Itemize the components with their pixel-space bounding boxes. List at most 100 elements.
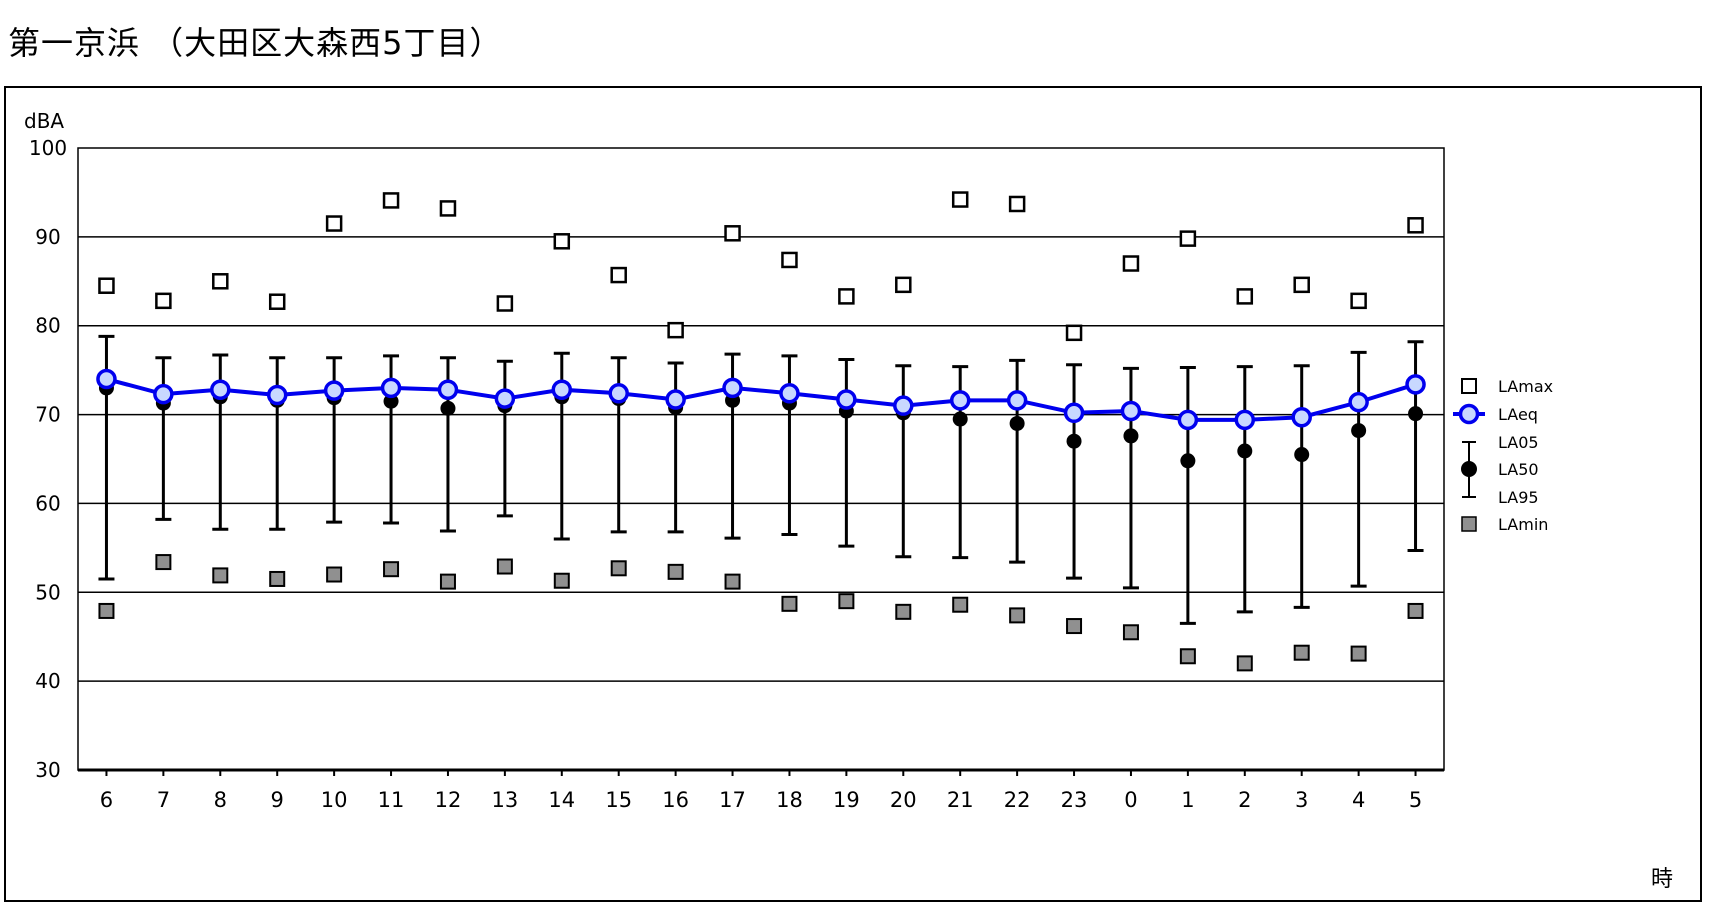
lamin-point <box>610 560 627 577</box>
lamax-point <box>268 293 286 310</box>
x-tick-label: 12 <box>435 788 462 812</box>
legend-label-la50: LA50 <box>1498 460 1539 479</box>
x-tick-label: 9 <box>271 788 284 812</box>
laeq-point <box>1234 409 1256 431</box>
laeq-point <box>1177 409 1199 431</box>
lamax-point <box>1065 324 1083 342</box>
x-axis-label: 時 <box>1651 867 1673 892</box>
y-axis-label: dBA <box>24 109 64 133</box>
lamax-point <box>1179 230 1197 247</box>
la50-point <box>1180 453 1196 469</box>
x-tick-label: 17 <box>719 788 746 812</box>
lamin-point <box>1009 607 1026 624</box>
legend: LAmax LAeq LA05 LA50 LA95 LAmin <box>1453 377 1553 534</box>
lamin-point <box>269 570 286 587</box>
lamin-point <box>98 602 115 619</box>
lamax-point <box>496 295 514 312</box>
x-tick-label: 1 <box>1181 788 1194 812</box>
lamin-point <box>1179 648 1196 665</box>
lamax-point <box>951 191 969 208</box>
lamin-point <box>1122 624 1139 641</box>
laeq-point <box>1063 402 1085 424</box>
y-tick-label: 70 <box>35 403 60 427</box>
lamax-point <box>724 225 741 242</box>
x-tick-label: 19 <box>833 788 860 812</box>
x-tick-label: 4 <box>1352 788 1365 812</box>
lamax-point <box>212 273 229 290</box>
lamax-point <box>382 192 400 209</box>
la50-point <box>1294 447 1310 463</box>
lamin-point <box>1293 644 1310 661</box>
laeq-point <box>608 382 629 404</box>
page-title: 第一京浜 （大田区大森西5丁目） <box>8 24 503 62</box>
y-tick-label: 50 <box>35 580 60 604</box>
lamax-point <box>439 200 457 217</box>
legend-label-lamax: LAmax <box>1498 377 1553 396</box>
la50-point <box>1408 406 1424 422</box>
lamax-point <box>325 215 343 232</box>
legend-label-la05: LA05 <box>1498 433 1539 452</box>
x-tick-label: 23 <box>1061 788 1088 812</box>
x-tick-label: 6 <box>100 788 113 812</box>
lamin-point <box>724 573 741 590</box>
lamin-point <box>1066 618 1083 635</box>
x-tick-label: 22 <box>1004 788 1031 812</box>
laeq-point <box>266 384 288 406</box>
legend-lamax-symbol <box>1461 378 1477 394</box>
y-tick-label: 60 <box>35 491 60 515</box>
lamin-point <box>781 595 798 612</box>
lamax-point <box>610 266 627 284</box>
x-tick-label: 10 <box>321 788 348 812</box>
la50-point <box>1351 423 1367 439</box>
legend-label-la95: LA95 <box>1498 488 1539 507</box>
lamax-point <box>667 321 684 339</box>
laeq-point <box>323 380 345 401</box>
laeq-point <box>1120 400 1142 422</box>
laeq-point <box>836 389 857 410</box>
laeq-point <box>1291 406 1312 428</box>
x-tick-label: 14 <box>548 788 575 812</box>
x-tick-label: 18 <box>776 788 803 812</box>
y-tick-label: 100 <box>29 136 67 160</box>
lamax-point <box>1407 217 1424 234</box>
lamin-point <box>952 596 969 613</box>
legend-lamin-symbol <box>1461 516 1477 532</box>
laeq-point <box>1348 391 1369 413</box>
lamin-point <box>895 603 912 620</box>
lamin-point <box>439 573 456 590</box>
la50-point <box>440 400 456 416</box>
legend-laeq-symbol <box>1458 403 1480 425</box>
x-tick-label: 0 <box>1124 788 1137 812</box>
laeq-line <box>105 377 1417 422</box>
lamax-point <box>98 277 115 294</box>
plot-border <box>77 147 1445 771</box>
lamax-point <box>781 251 798 269</box>
lamin-point <box>212 567 229 584</box>
lamax-point <box>895 276 912 294</box>
laeq-point <box>949 390 971 411</box>
x-tick-label: 7 <box>157 788 170 812</box>
legend-label-laeq: LAeq <box>1498 405 1538 424</box>
x-tick-label: 16 <box>662 788 689 812</box>
laeq-point <box>779 382 800 404</box>
x-tick-label: 11 <box>378 788 405 812</box>
legend-la50-symbol <box>1461 461 1477 477</box>
x-tick-label: 8 <box>214 788 227 812</box>
lamin-point <box>155 554 172 571</box>
y-tick-label: 90 <box>35 225 60 249</box>
chart-frame: dBA 時 30 40 50 60 70 80 90 100 6 7 8 9 10 11 12 13 14 15 1… <box>4 86 1702 902</box>
x-tick-label: 5 <box>1409 788 1422 812</box>
lamin-point <box>383 561 400 578</box>
laeq-point <box>1405 374 1426 395</box>
y-tick-label: 40 <box>35 669 60 693</box>
x-tick-label: 15 <box>605 788 632 812</box>
lamin-point <box>1350 645 1367 662</box>
y-tick-label: 30 <box>35 758 60 782</box>
la50-point <box>952 411 968 427</box>
la50-point <box>1066 433 1082 449</box>
lamin-point <box>838 593 855 610</box>
lamax-point <box>1236 288 1254 305</box>
lamax-point <box>155 292 172 310</box>
laeq-point <box>494 388 516 409</box>
